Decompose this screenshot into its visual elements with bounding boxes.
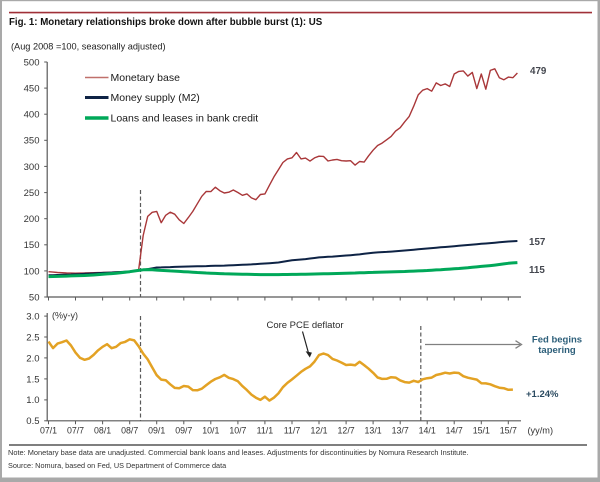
svg-text:450: 450: [24, 84, 40, 95]
svg-text:+1.24%: +1.24%: [526, 389, 559, 400]
svg-text:tapering: tapering: [538, 345, 576, 356]
svg-text:14/7: 14/7: [446, 426, 463, 436]
svg-text:350: 350: [24, 136, 40, 147]
svg-text:Fig. 1: Monetary relationships: Fig. 1: Monetary relationships broke dow…: [9, 17, 323, 28]
svg-text:11/1: 11/1: [257, 426, 274, 436]
svg-text:11/7: 11/7: [284, 426, 301, 436]
svg-text:10/1: 10/1: [202, 426, 219, 436]
svg-text:Note: Monetary base data are u: Note: Monetary base data are unadjusted.…: [8, 448, 469, 457]
svg-text:12/1: 12/1: [310, 426, 327, 436]
svg-text:2.0: 2.0: [26, 353, 39, 364]
svg-text:115: 115: [529, 265, 545, 276]
svg-text:400: 400: [24, 110, 40, 121]
svg-text:09/7: 09/7: [175, 426, 192, 436]
svg-text:13/7: 13/7: [392, 426, 409, 436]
svg-text:300: 300: [24, 162, 40, 173]
svg-text:Fed begins: Fed begins: [532, 335, 582, 346]
svg-text:Money supply (M2): Money supply (M2): [111, 92, 200, 104]
svg-text:Monetary base: Monetary base: [111, 72, 181, 84]
svg-text:Source: Nomura, based on Fed,: Source: Nomura, based on Fed, US Departm…: [8, 461, 227, 470]
svg-text:Loans and leases in bank credi: Loans and leases in bank credit: [111, 113, 259, 125]
svg-text:479: 479: [530, 66, 547, 77]
svg-text:150: 150: [24, 240, 40, 251]
svg-text:(Aug 2008 =100, seasonally adj: (Aug 2008 =100, seasonally adjusted): [11, 42, 166, 52]
svg-text:12/7: 12/7: [338, 426, 355, 436]
svg-text:07/1: 07/1: [40, 426, 57, 436]
svg-text:15/1: 15/1: [473, 426, 490, 436]
svg-text:07/7: 07/7: [67, 426, 84, 436]
svg-text:(yy/m): (yy/m): [528, 425, 554, 435]
svg-text:08/7: 08/7: [121, 426, 138, 436]
svg-text:10/7: 10/7: [229, 426, 246, 436]
svg-text:500: 500: [24, 57, 40, 68]
svg-text:100: 100: [24, 266, 40, 277]
svg-text:250: 250: [24, 188, 40, 199]
svg-text:13/1: 13/1: [365, 426, 382, 436]
svg-text:0.5: 0.5: [26, 416, 39, 427]
svg-text:2.5: 2.5: [26, 332, 39, 343]
svg-text:3.0: 3.0: [26, 311, 39, 322]
svg-text:Core PCE deflator: Core PCE deflator: [266, 320, 343, 331]
svg-text:09/1: 09/1: [148, 426, 165, 436]
svg-text:157: 157: [529, 237, 546, 248]
svg-text:50: 50: [29, 292, 40, 303]
svg-text:08/1: 08/1: [94, 426, 111, 436]
svg-text:(%y-y): (%y-y): [52, 311, 78, 321]
svg-text:15/7: 15/7: [500, 426, 517, 436]
svg-text:1.5: 1.5: [26, 374, 39, 385]
svg-text:1.0: 1.0: [26, 395, 39, 406]
svg-text:200: 200: [24, 214, 40, 225]
svg-text:14/1: 14/1: [419, 426, 436, 436]
